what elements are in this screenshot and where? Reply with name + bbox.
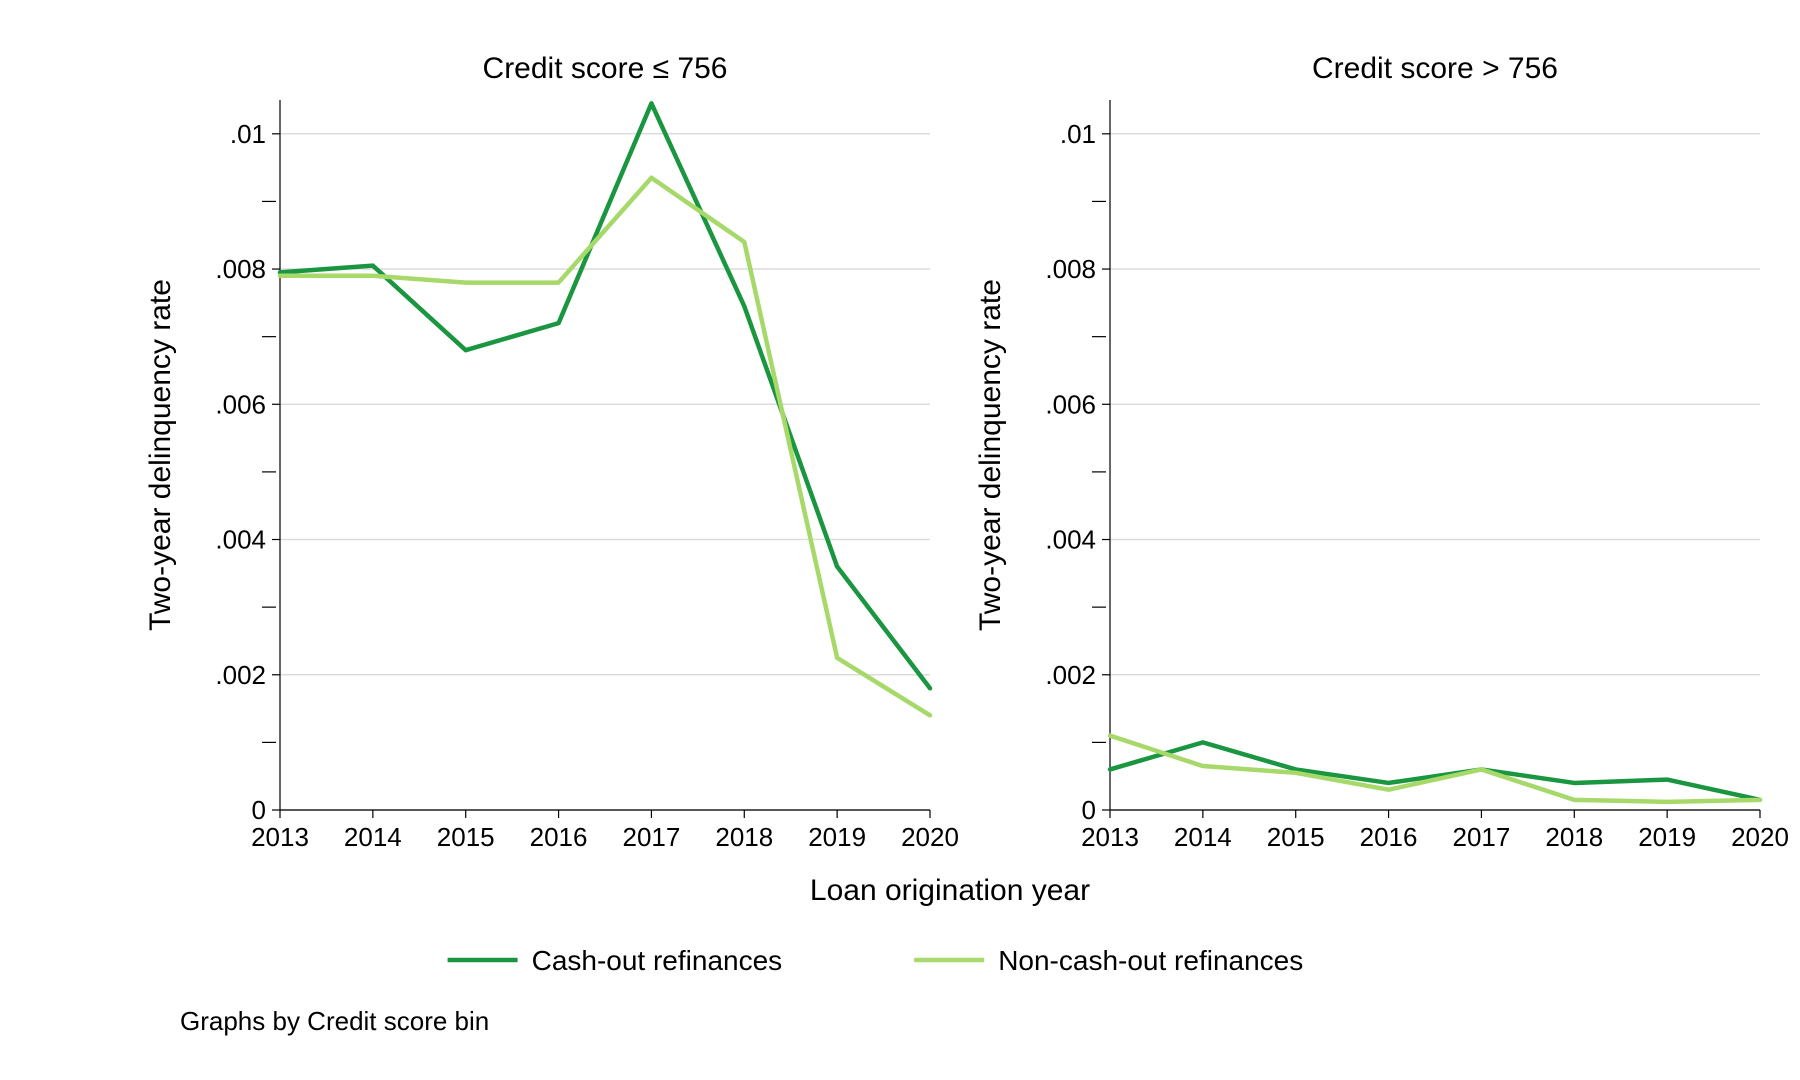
y-tick-label: .002 bbox=[1045, 660, 1096, 690]
x-tick-label: 2020 bbox=[1731, 822, 1789, 852]
x-tick-label: 2017 bbox=[623, 822, 681, 852]
y-axis-label: Two-year delinquency rate bbox=[144, 279, 177, 631]
y-tick-label: .008 bbox=[215, 254, 266, 284]
panel-title: Credit score ≤ 756 bbox=[483, 52, 728, 85]
footnote: Graphs by Credit score bin bbox=[180, 1006, 489, 1036]
x-tick-label: 2019 bbox=[1638, 822, 1696, 852]
y-tick-label: .006 bbox=[1045, 389, 1096, 419]
panel-title: Credit score > 756 bbox=[1312, 52, 1558, 85]
x-tick-label: 2018 bbox=[715, 822, 773, 852]
x-tick-label: 2017 bbox=[1453, 822, 1511, 852]
y-tick-label: .002 bbox=[215, 660, 266, 690]
y-tick-label: .01 bbox=[230, 119, 266, 149]
y-tick-label: 0 bbox=[252, 795, 266, 825]
y-tick-label: .004 bbox=[1045, 525, 1096, 555]
x-axis-label: Loan origination year bbox=[810, 874, 1090, 907]
y-tick-label: .01 bbox=[1060, 119, 1096, 149]
y-tick-label: 0 bbox=[1082, 795, 1096, 825]
y-tick-label: .006 bbox=[215, 389, 266, 419]
y-axis-label: Two-year delinquency rate bbox=[974, 279, 1007, 631]
legend-label-cash_out: Cash-out refinances bbox=[532, 945, 783, 976]
chart-root: Credit score ≤ 756 0 .002 .004 .006 .008 .01 20… bbox=[0, 0, 1800, 1080]
x-tick-label: 2015 bbox=[437, 822, 495, 852]
x-tick-label: 2013 bbox=[251, 822, 309, 852]
y-tick-label: .004 bbox=[215, 525, 266, 555]
x-tick-label: 2020 bbox=[901, 822, 959, 852]
x-tick-label: 2018 bbox=[1545, 822, 1603, 852]
x-tick-label: 2016 bbox=[530, 822, 588, 852]
y-tick-label: .008 bbox=[1045, 254, 1096, 284]
x-tick-label: 2015 bbox=[1267, 822, 1325, 852]
x-tick-label: 2013 bbox=[1081, 822, 1139, 852]
legend-label-non_cash_out: Non-cash-out refinances bbox=[998, 945, 1303, 976]
x-tick-label: 2019 bbox=[808, 822, 866, 852]
x-tick-label: 2014 bbox=[1174, 822, 1232, 852]
x-tick-label: 2016 bbox=[1360, 822, 1418, 852]
x-tick-label: 2014 bbox=[344, 822, 402, 852]
